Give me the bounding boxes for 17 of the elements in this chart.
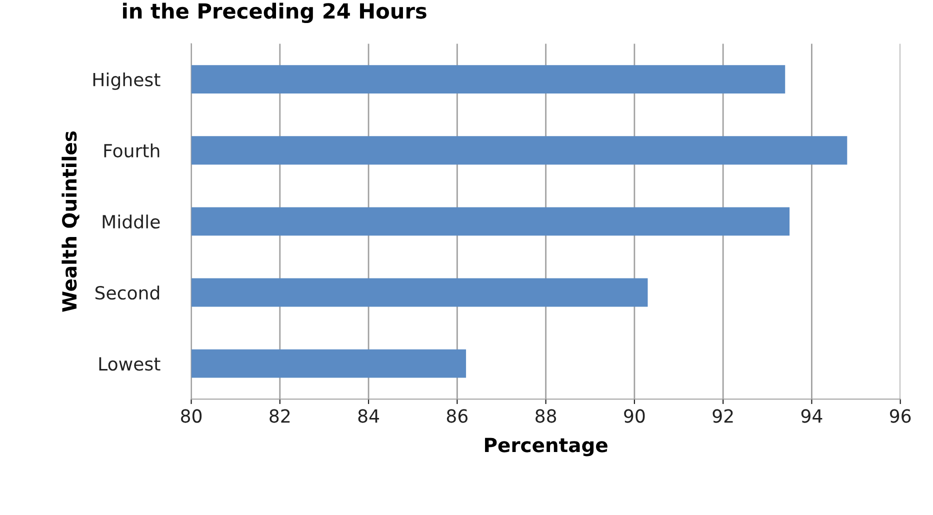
y-tick-label: Highest [93,72,160,90]
y-axis-title: Wealth Quintiles [62,131,80,312]
chart-title: in the Preceding 24 Hours [123,2,426,24]
x-tick-label: 86 [446,409,468,423]
x-tick-label: 88 [536,409,556,423]
x-tick-label: 96 [890,409,911,423]
y-tick-label: Fourth [104,144,160,158]
y-tick-label: Lowest [99,357,160,371]
x-tick-label: 92 [712,409,733,423]
x-tick-label: 82 [270,409,290,423]
x-tick-label: 80 [181,409,202,423]
y-tick-label: Second [95,286,160,300]
x-tick-label: 84 [358,409,380,423]
x-tick-label: 94 [801,409,822,423]
x-tick-label: 90 [624,409,645,423]
x-axis-title: Percentage [485,438,608,456]
y-tick-label: Middle [102,214,160,229]
